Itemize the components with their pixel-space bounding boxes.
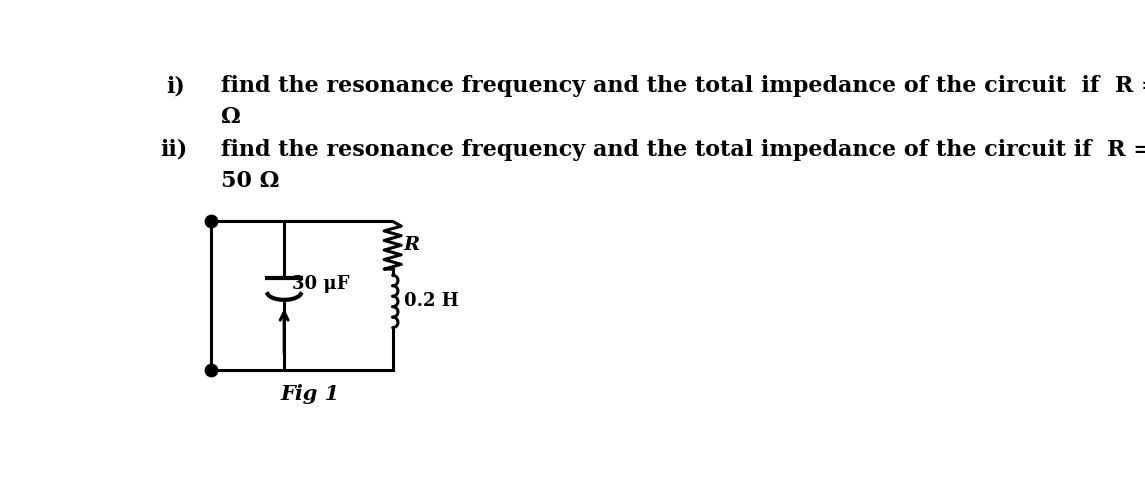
Text: find the resonance frequency and the total impedance of the circuit  if  R = 0: find the resonance frequency and the tot… — [221, 75, 1145, 97]
Text: 30 μF: 30 μF — [292, 275, 349, 293]
Point — [203, 366, 221, 374]
Text: 50 Ω: 50 Ω — [221, 170, 279, 192]
Text: Fig 1: Fig 1 — [281, 384, 339, 404]
Text: ii): ii) — [160, 139, 188, 161]
Text: 0.2 H: 0.2 H — [403, 293, 458, 310]
Point — [203, 217, 221, 225]
Text: i): i) — [166, 75, 185, 97]
Text: Ω: Ω — [221, 106, 240, 128]
Text: R: R — [403, 236, 420, 254]
Text: find the resonance frequency and the total impedance of the circuit if  R =: find the resonance frequency and the tot… — [221, 139, 1145, 161]
